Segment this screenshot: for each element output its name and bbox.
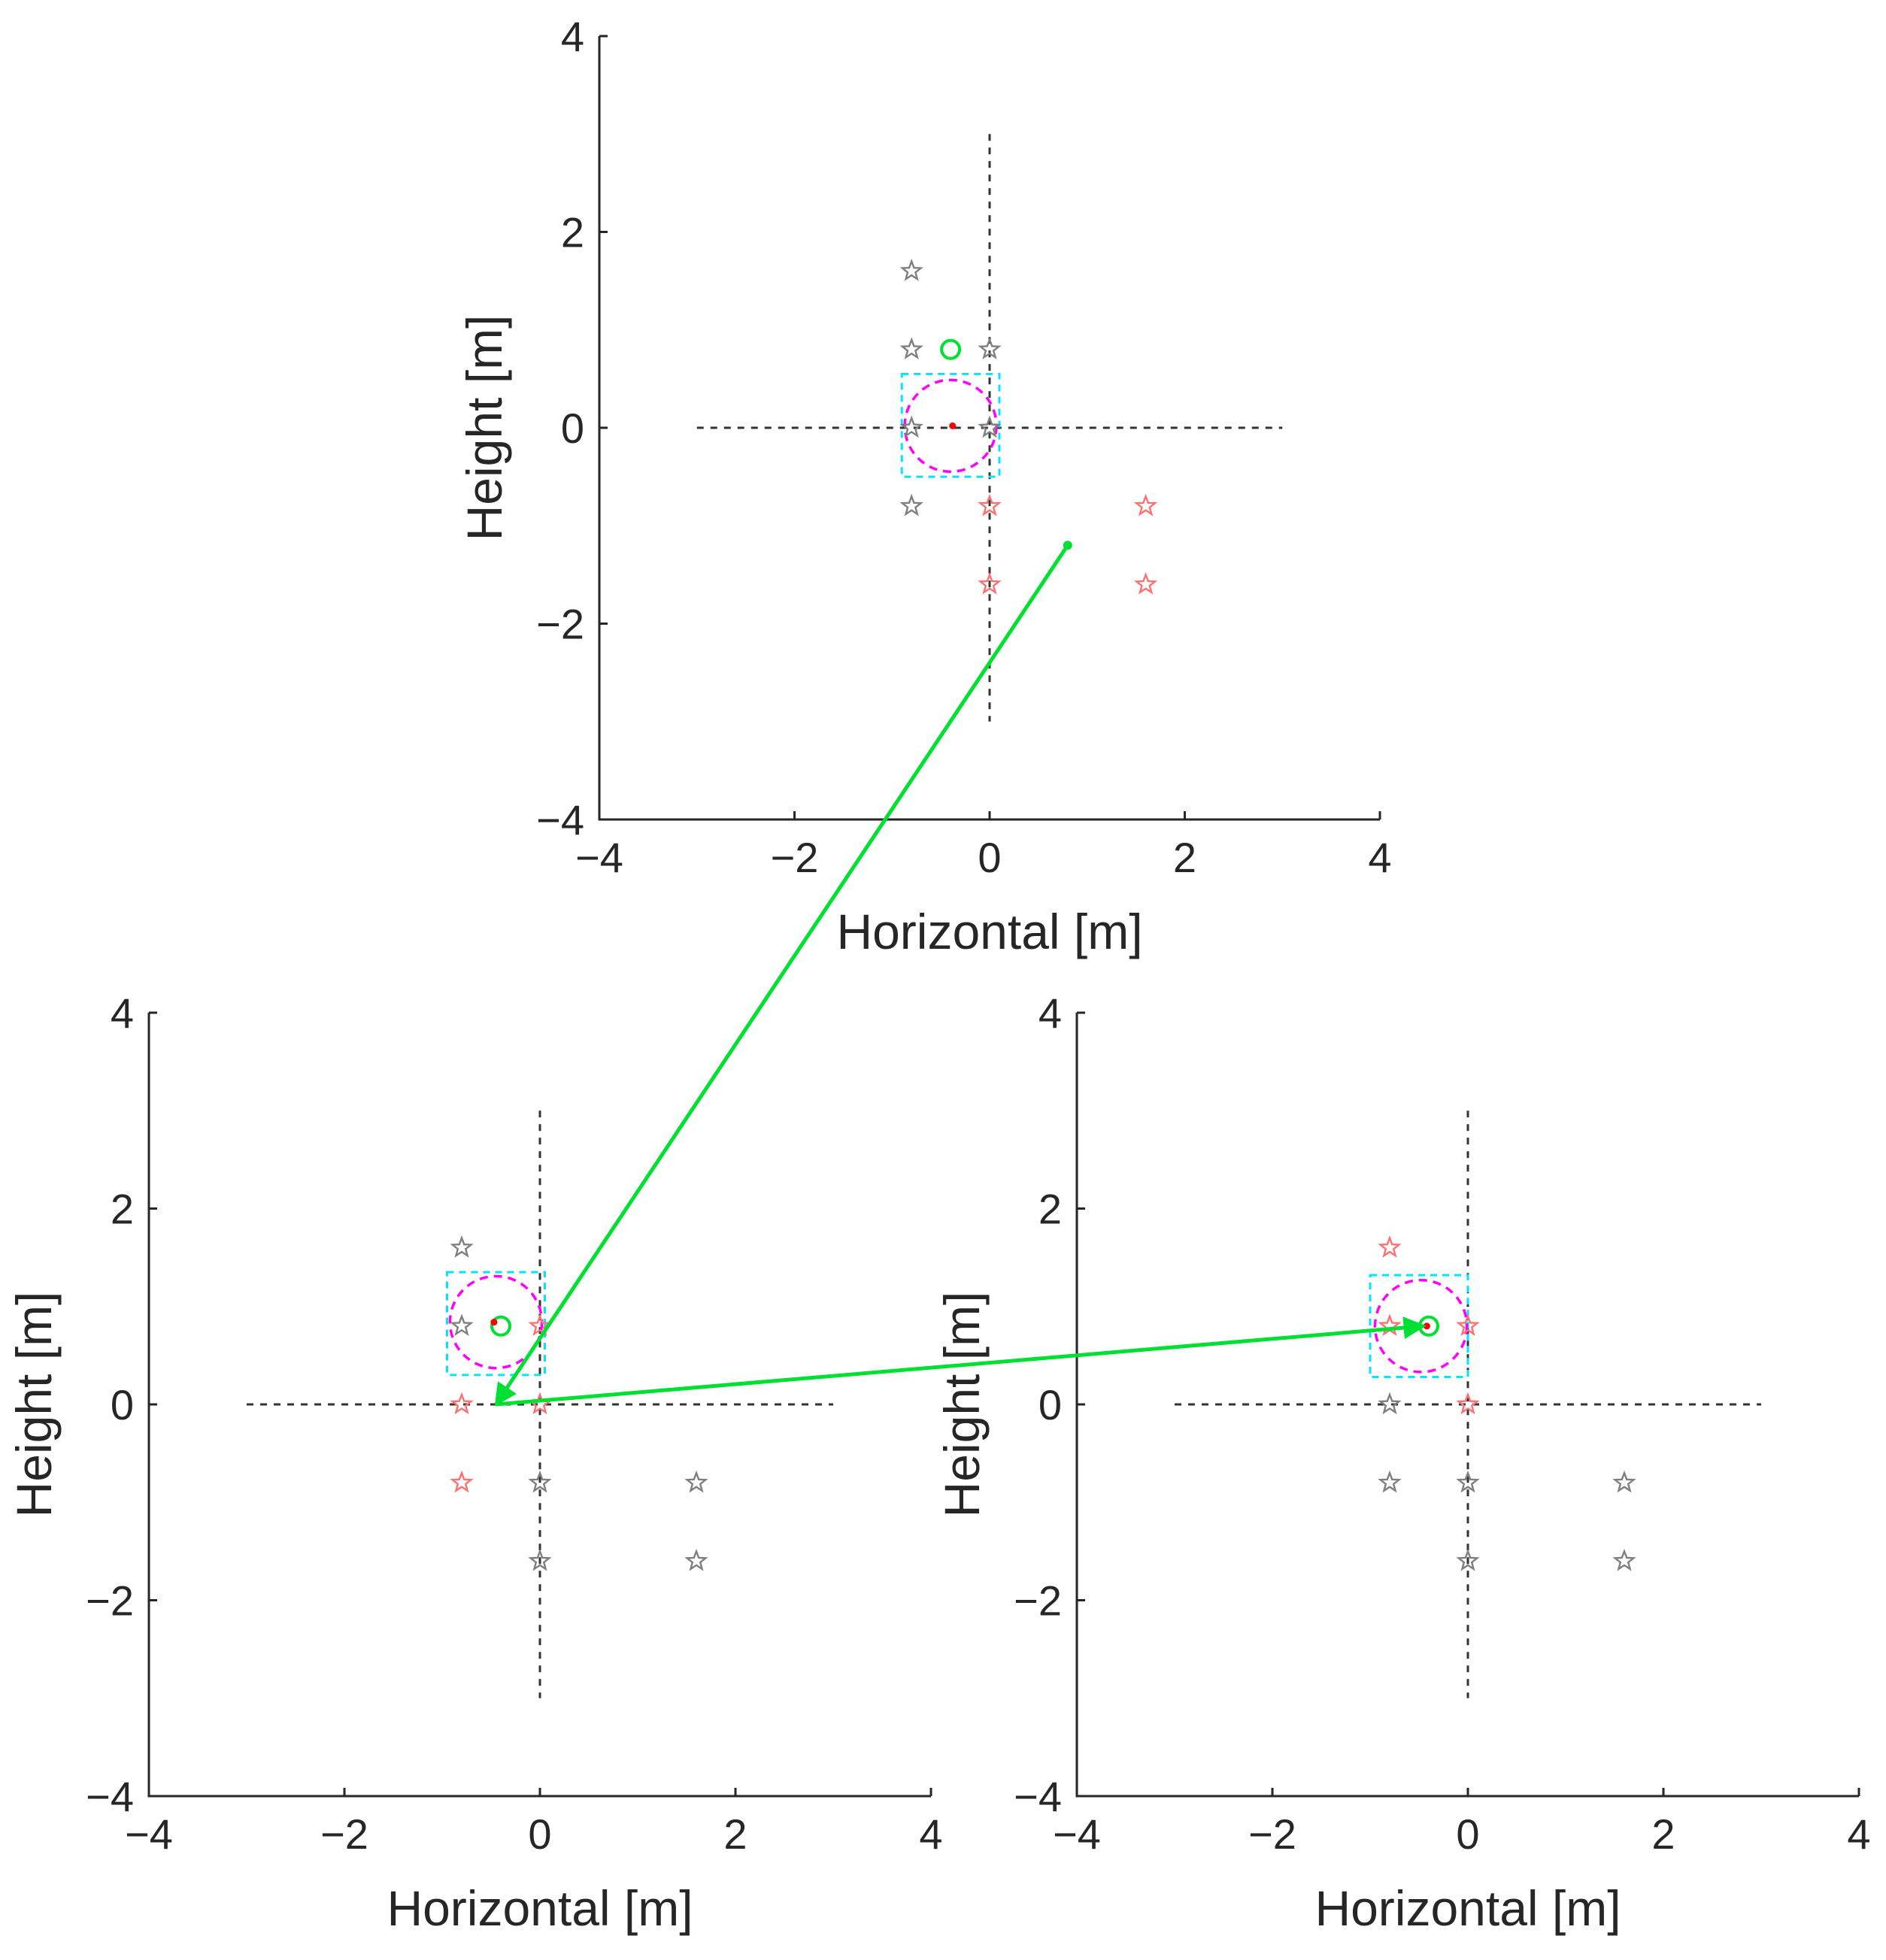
y-tick-label: −2	[1014, 1577, 1062, 1625]
x-tick-label: 2	[723, 1810, 747, 1858]
estimate-dot	[1423, 1322, 1430, 1330]
x-axis-label: Horizontal [m]	[836, 904, 1142, 959]
star-red	[450, 1470, 474, 1493]
star-gray	[528, 1548, 552, 1571]
star-red	[1133, 571, 1158, 595]
y-tick-label: 2	[561, 209, 584, 256]
x-tick-label: −4	[1053, 1810, 1101, 1858]
star-gray	[899, 337, 923, 360]
x-tick-label: −2	[1248, 1810, 1296, 1858]
x-tick-label: 0	[528, 1810, 551, 1858]
star-gray	[899, 415, 923, 438]
x-axis-label: Horizontal [m]	[1314, 1880, 1621, 1936]
star-red	[1456, 1313, 1480, 1337]
y-tick-label: 0	[561, 404, 584, 452]
star-gray	[450, 1235, 474, 1258]
star-gray	[684, 1548, 708, 1571]
y-tick-label: 4	[1039, 989, 1062, 1037]
target-circle	[940, 338, 962, 360]
flow-arrows	[494, 544, 1427, 1407]
y-tick-label: 2	[111, 1186, 134, 1233]
estimate-dot	[949, 422, 957, 429]
y-tick-label: 0	[111, 1381, 134, 1428]
panel-bottom_left: −4 −2 0 2 4 −4 −2 0 2 4 Horizontal [m] Height [m]	[6, 989, 943, 1936]
y-tick-label: 2	[1039, 1186, 1062, 1233]
star-red	[978, 493, 1002, 517]
x-tick-label: −2	[320, 1810, 368, 1858]
star-red	[1133, 493, 1158, 517]
x-tick-label: 2	[1173, 834, 1196, 881]
star-gray	[1456, 1548, 1480, 1571]
star-gray	[899, 493, 923, 517]
star-gray	[450, 1313, 474, 1337]
x-axis-label: Horizontal [m]	[387, 1880, 693, 1936]
panel-bottom_right: −4 −2 0 2 4 −4 −2 0 2 4 Horizontal [m] Height [m]	[934, 989, 1871, 1936]
y-tick-label: 4	[561, 13, 584, 60]
x-tick-label: 0	[1456, 1810, 1479, 1858]
target-circle	[490, 1315, 511, 1337]
star-red	[1456, 1392, 1480, 1415]
x-tick-label: 4	[919, 1810, 942, 1858]
flow-arrow-2	[496, 1316, 1427, 1407]
star-red	[450, 1392, 474, 1415]
y-tick-label: 4	[111, 989, 134, 1037]
x-tick-label: 2	[1651, 1810, 1675, 1858]
star-red	[1378, 1235, 1402, 1258]
star-gray	[1612, 1548, 1636, 1571]
x-tick-label: −4	[575, 834, 623, 881]
flow-arrow-1	[494, 544, 1069, 1407]
panel-top: −4 −2 0 2 4 −4 −2 0 2 4 Horizontal [m] Height [m]	[456, 13, 1392, 959]
star-gray	[978, 337, 1002, 360]
star-gray	[1378, 1470, 1402, 1493]
star-gray	[978, 415, 1002, 438]
x-tick-label: −2	[771, 834, 819, 881]
y-tick-label: −4	[1014, 1773, 1062, 1820]
y-tick-label: −4	[536, 796, 584, 844]
star-gray	[1612, 1470, 1636, 1493]
star-gray	[1456, 1470, 1480, 1493]
y-axis-label: Height [m]	[6, 1292, 62, 1518]
x-tick-label: 4	[1847, 1810, 1870, 1858]
star-gray	[528, 1470, 552, 1493]
star-gray	[684, 1470, 708, 1493]
estimate-dot	[490, 1319, 498, 1326]
star-red	[528, 1313, 552, 1337]
y-axis-label: Height [m]	[456, 315, 512, 541]
y-tick-label: −4	[86, 1773, 134, 1820]
y-tick-label: −2	[536, 601, 584, 648]
star-gray	[1378, 1392, 1402, 1415]
star-red	[978, 571, 1002, 595]
y-tick-label: 0	[1039, 1381, 1062, 1428]
x-tick-label: 0	[978, 834, 1001, 881]
y-axis-label: Height [m]	[934, 1292, 990, 1518]
x-tick-label: −4	[125, 1810, 173, 1858]
star-gray	[899, 259, 923, 281]
y-tick-label: −2	[86, 1577, 134, 1625]
search-circle	[1373, 1278, 1469, 1374]
x-tick-label: 4	[1368, 834, 1391, 881]
